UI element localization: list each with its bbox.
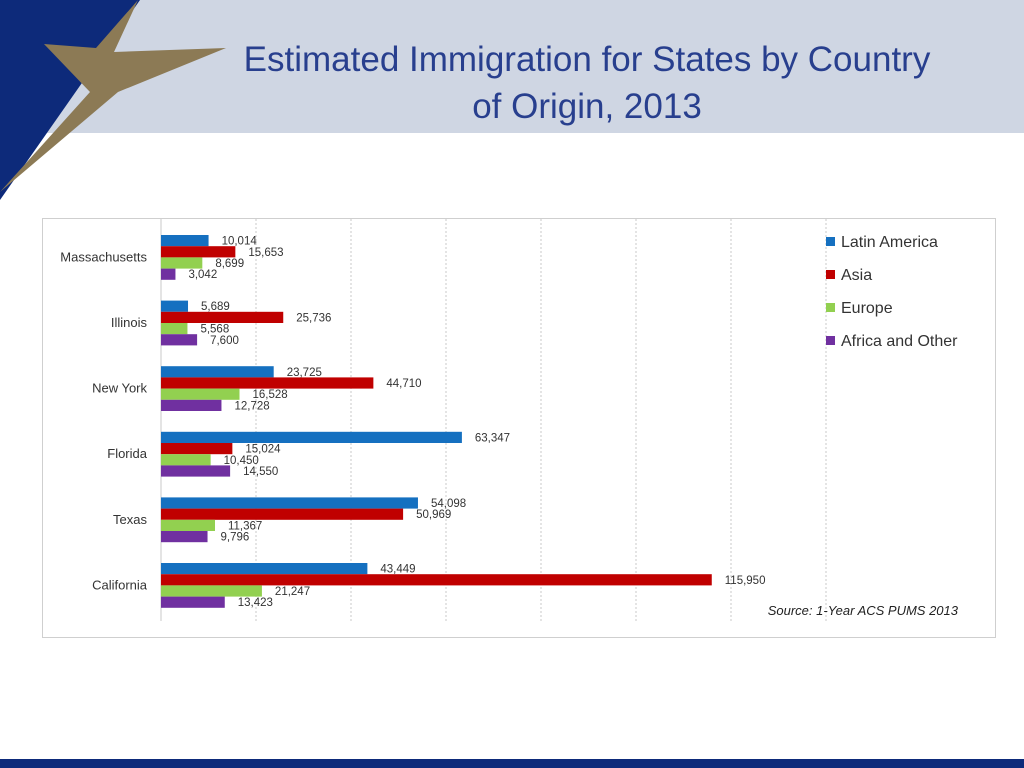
bar [161, 443, 233, 455]
data-label: 63,347 [475, 432, 510, 444]
footer-bar [0, 759, 1024, 768]
legend: Latin America Asia Europe Africa and Other [826, 234, 958, 350]
data-label: 23,725 [287, 367, 322, 379]
bar [161, 531, 208, 543]
data-label: 54,098 [431, 498, 466, 510]
bar [161, 377, 374, 389]
source-note: Source: 1-Year ACS PUMS 2013 [768, 603, 959, 618]
legend-swatch [826, 303, 835, 312]
category-label: Illinois [111, 315, 148, 330]
category-label: New York [92, 381, 147, 396]
bar [161, 519, 215, 531]
category-label: Massachusetts [60, 249, 147, 264]
bar [161, 454, 211, 466]
legend-label: Asia [841, 267, 872, 284]
bar [161, 246, 236, 258]
data-label: 8,699 [215, 258, 244, 270]
legend-swatch [826, 270, 835, 279]
bar [161, 596, 225, 608]
data-label: 13,423 [238, 597, 273, 609]
bar [161, 323, 188, 335]
bar [161, 431, 462, 443]
category-label: Texas [113, 512, 147, 527]
data-label: 21,247 [275, 586, 310, 598]
bar [161, 366, 274, 378]
bar [161, 334, 198, 346]
data-label: 16,528 [253, 389, 288, 401]
data-label: 7,600 [210, 335, 239, 347]
bar [161, 563, 368, 575]
data-label: 14,550 [243, 466, 278, 478]
data-label: 15,024 [245, 444, 281, 456]
data-label: 50,969 [416, 509, 451, 521]
data-label: 5,568 [200, 324, 229, 336]
bar [161, 300, 189, 312]
data-label: 10,014 [222, 236, 258, 248]
category-labels: Massachusetts Illinois New York Florida Texa… [60, 249, 147, 592]
gold-star-icon [0, 0, 226, 192]
data-label: 15,653 [248, 247, 283, 259]
bar [161, 311, 284, 323]
bar [161, 257, 203, 269]
gridlines [160, 219, 827, 621]
data-label: 43,449 [380, 564, 415, 576]
bars [161, 235, 712, 608]
data-label: 3,042 [188, 269, 217, 281]
chart-frame: 10,014 15,653 8,699 3,042 5,689 25,736 5,568 7,… [42, 218, 996, 638]
legend-swatch [826, 336, 835, 345]
data-label: 9,796 [221, 532, 250, 544]
slide-title-line1: Estimated Immigration for States by Coun… [243, 40, 931, 79]
data-label: 12,728 [234, 400, 269, 412]
star-logo [0, 0, 226, 200]
data-label: 10,450 [224, 455, 259, 467]
bar [161, 235, 209, 247]
data-label: 44,710 [386, 378, 421, 390]
data-label: 25,736 [296, 312, 331, 324]
data-label: 115,950 [725, 575, 766, 587]
bar [161, 399, 222, 411]
legend-label: Europe [841, 300, 893, 317]
legend-label: Latin America [841, 234, 938, 251]
bar [161, 268, 176, 280]
data-label: 5,689 [201, 301, 230, 313]
slide-title-line2: of Origin, 2013 [472, 87, 702, 126]
bar [161, 574, 712, 586]
bar [161, 585, 262, 597]
bar [161, 497, 418, 509]
legend-swatch [826, 237, 835, 246]
bar [161, 465, 231, 477]
bar [161, 388, 240, 400]
bar [161, 508, 404, 520]
category-label: California [92, 577, 148, 592]
legend-label: Africa and Other [841, 333, 958, 350]
category-label: Florida [107, 446, 148, 461]
slide-title: Estimated Immigration for States by Coun… [150, 36, 1024, 130]
data-label: 11,367 [228, 520, 262, 532]
